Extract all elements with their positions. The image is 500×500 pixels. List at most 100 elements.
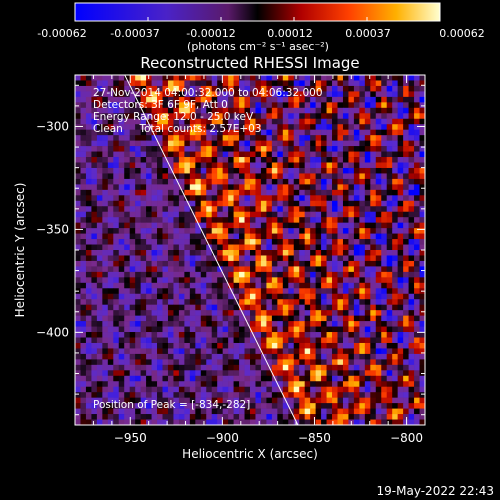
heatmap-cell [118,293,125,300]
chart-title: Reconstructed RHESSI Image [140,54,359,72]
heatmap-cell [386,244,393,251]
heatmap-cell [124,124,130,130]
heatmap-cell [211,255,218,262]
heatmap-cell [288,178,295,185]
heatmap-cell [321,129,327,136]
x-axis-label: Heliocentric X (arcsec) [182,447,318,461]
heatmap-cell [353,293,360,300]
heatmap-cell [348,91,355,98]
heatmap-cell [288,189,295,196]
heatmap-cell [403,80,409,87]
heatmap-cell [282,260,289,267]
heatmap-cell [239,233,245,240]
heatmap-cell [118,195,125,202]
heatmap-cell [102,403,109,409]
heatmap-cell [91,217,98,223]
heatmap-cell [326,206,333,213]
heatmap-cell [315,211,322,218]
heatmap-cell [239,80,245,87]
heatmap-cell [239,124,245,130]
heatmap-cell [288,80,295,87]
heatmap-cell [96,200,103,207]
heatmap-cell [157,375,163,382]
heatmap-cell [321,397,327,404]
heatmap-cell [228,129,234,136]
heatmap-cell [217,353,223,360]
heatmap-cell [167,359,174,366]
heatmap-cell [75,200,81,207]
heatmap-cell [140,157,147,163]
heatmap-cell [85,288,92,295]
heatmap-cell [277,315,284,322]
heatmap-cell [332,146,338,152]
heatmap-cell [250,392,256,398]
heatmap-cell [85,162,92,169]
heatmap-cell [414,239,420,245]
heatmap-cell [140,414,147,420]
heatmap-cell [233,195,240,202]
heatmap-cell [271,250,278,256]
heatmap-cell [135,321,141,327]
heatmap-cell [359,91,366,98]
heatmap-cell [337,184,344,191]
heatmap-cell [326,370,333,377]
heatmap-cell [217,96,223,103]
heatmap-cell [304,140,311,147]
heatmap-cell [178,173,185,180]
heatmap-cell [299,80,305,87]
heatmap-cell [178,96,185,103]
heatmap-cell [102,332,109,338]
heatmap-cell [162,102,169,109]
heatmap-cell [408,239,415,245]
heatmap-cell [222,260,229,267]
heatmap-cell [184,255,191,262]
heatmap-cell [124,206,130,213]
heatmap-cell [353,173,360,180]
heatmap-cell [151,113,158,120]
heatmap-cell [135,173,141,180]
heatmap-cell [233,239,240,245]
heatmap-cell [129,129,136,136]
heatmap-cell [151,178,158,185]
heatmap-cell [151,321,158,327]
heatmap-cell [239,239,245,245]
heatmap-cell [255,419,262,425]
heatmap-cell [228,386,234,393]
heatmap-cell [228,217,234,223]
heatmap-cell [195,315,202,322]
heatmap-cell [102,250,109,256]
heatmap-cell [321,310,327,316]
heatmap-cell [195,239,202,245]
heatmap-cell [364,370,371,377]
heatmap-cell [342,195,349,202]
heatmap-cell [271,233,278,240]
heatmap-cell [386,80,393,87]
heatmap-cell [151,386,158,393]
heatmap-cell [157,91,163,98]
heatmap-cell [315,282,322,289]
heatmap-cell [96,173,103,180]
heatmap-cell [96,332,103,338]
heatmap-cell [178,102,185,109]
heatmap-cell [419,146,425,152]
heatmap-cell [288,326,295,333]
heatmap-cell [419,85,425,92]
heatmap-cell [359,375,366,382]
heatmap-cell [419,124,425,130]
heatmap-cell [359,75,366,81]
heatmap-cell [129,403,136,409]
heatmap-cell [403,326,409,333]
heatmap-cell [282,189,289,196]
heatmap-cell [151,80,158,87]
heatmap-cell [408,414,415,420]
heatmap-cell [239,228,245,234]
heatmap-cell [75,157,81,163]
heatmap-cell [113,173,120,180]
heatmap-cell [217,113,223,120]
heatmap-cell [173,206,180,213]
heatmap-cell [107,140,114,147]
heatmap-cell [332,228,338,234]
heatmap-cell [157,397,163,404]
heatmap-cell [260,239,267,245]
heatmap-cell [200,332,207,338]
